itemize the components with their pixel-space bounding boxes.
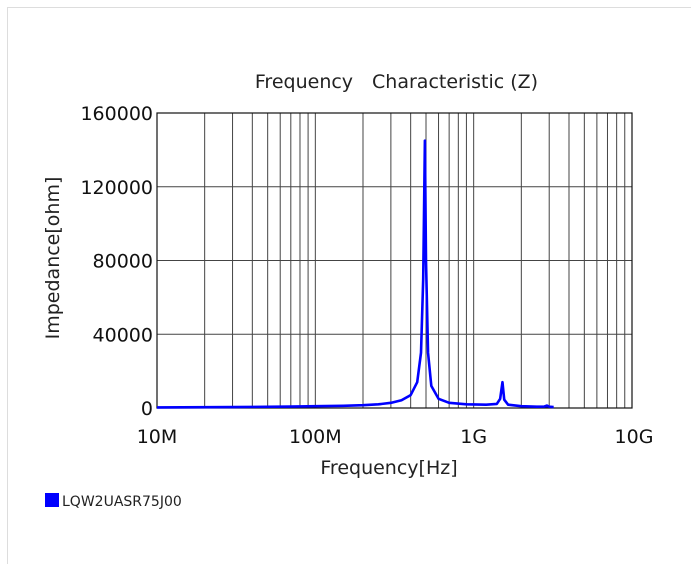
y-tick-label: 0 — [141, 398, 153, 420]
x-tick-label: 10G — [615, 426, 654, 448]
y-tick-label: 80000 — [93, 251, 153, 273]
legend-entry-label: LQW2UASR75J00 — [62, 494, 182, 510]
y-axis-label: Impedance[ohm] — [42, 177, 64, 340]
chart-title: Frequency Characteristic (Z) — [255, 71, 538, 93]
x-tick-label: 1G — [460, 426, 487, 448]
y-tick-labels: 0 40000 80000 120000 160000 — [80, 103, 153, 420]
chart-frame — [7, 7, 691, 564]
x-tick-label: 10M — [137, 426, 178, 448]
y-tick-label: 40000 — [93, 324, 153, 346]
x-tick-labels: 10M 100M 1G 10G — [137, 426, 654, 448]
plot-area-border — [156, 112, 633, 409]
x-tick-label: 100M — [289, 426, 342, 448]
y-tick-label: 120000 — [80, 177, 153, 199]
x-axis-label: Frequency[Hz] — [320, 457, 457, 479]
legend-swatch — [45, 493, 59, 507]
y-tick-label: 160000 — [80, 103, 153, 125]
chart-grid — [157, 113, 632, 408]
series-line-lqw2uasr75j00 — [156, 139, 554, 409]
